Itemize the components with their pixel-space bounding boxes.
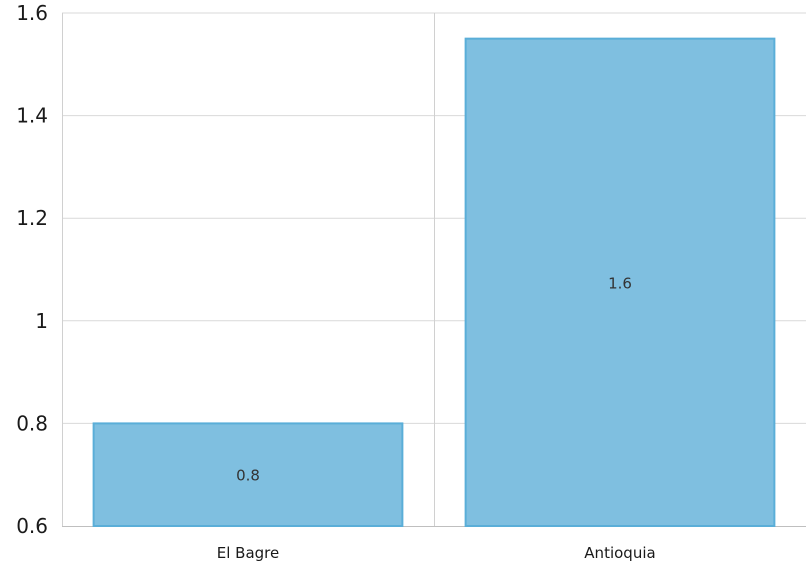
y-tick-label: 0.8 bbox=[16, 411, 48, 435]
data-label: 1.6 bbox=[608, 274, 632, 292]
x-tick-label: Antioquia bbox=[584, 544, 655, 562]
y-tick-label: 0.6 bbox=[16, 514, 48, 538]
x-tick-label: El Bagre bbox=[217, 544, 279, 562]
bar-el-bagre[interactable] bbox=[92, 422, 404, 527]
y-tick-label: 1 bbox=[35, 309, 48, 333]
y-axis: 0.6 0.8 1 1.2 1.4 1.6 bbox=[16, 1, 48, 538]
y-tick-label: 1.4 bbox=[16, 104, 48, 128]
data-label: 0.8 bbox=[236, 467, 260, 485]
bar-antioquia[interactable] bbox=[464, 37, 776, 528]
grid-layer bbox=[62, 12, 806, 527]
y-tick-label: 1.2 bbox=[16, 206, 48, 230]
bars-layer bbox=[92, 37, 776, 528]
y-tick-label: 1.6 bbox=[16, 1, 48, 25]
labels-layer: 0.8 1.6 bbox=[236, 274, 632, 484]
x-axis: El Bagre Antioquia bbox=[217, 544, 656, 562]
